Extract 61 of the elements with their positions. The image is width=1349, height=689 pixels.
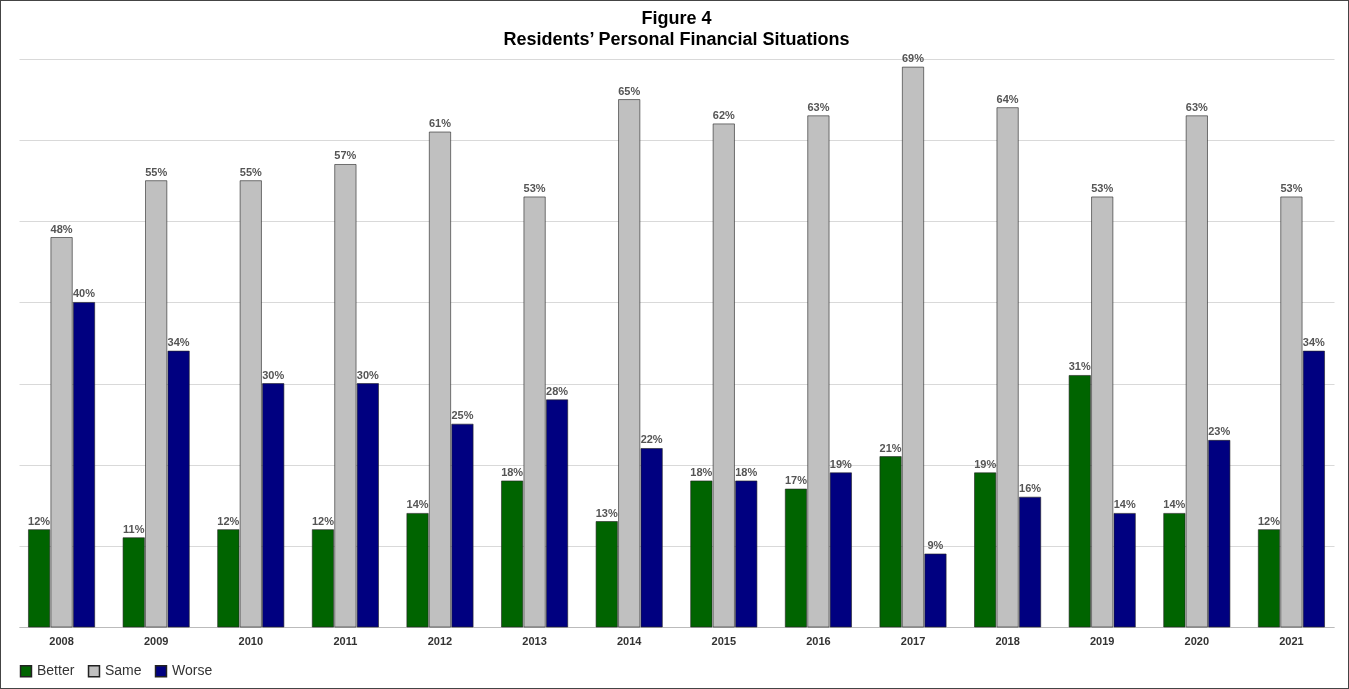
data-label: 19%: [829, 457, 853, 470]
x-tick-label: 2010: [238, 634, 264, 647]
data-label: 18%: [501, 465, 524, 478]
data-label: 48%: [50, 222, 73, 235]
data-label: 11%: [123, 522, 145, 535]
x-tick-label: 2016: [806, 634, 831, 647]
data-label: 53%: [523, 181, 546, 194]
data-label: 19%: [974, 457, 997, 470]
data-label: 22%: [640, 433, 663, 446]
data-label: 53%: [1280, 181, 1303, 194]
data-label: 13%: [595, 506, 618, 519]
data-label: 55%: [239, 165, 262, 178]
data-label: 31%: [1068, 360, 1091, 373]
data-label: 57%: [334, 149, 357, 162]
x-tick-label: 2008: [49, 634, 74, 647]
data-label: 55%: [145, 165, 168, 178]
chart-title: Figure 4: [641, 8, 712, 29]
x-tick-label: 2019: [1089, 634, 1115, 647]
data-label: 63%: [807, 100, 830, 113]
data-label: 18%: [735, 465, 758, 478]
data-label: 65%: [618, 84, 641, 97]
data-label: 53%: [1091, 181, 1114, 194]
x-tick-label: 2012: [427, 634, 453, 647]
data-label: 23%: [1208, 425, 1231, 438]
x-tick-label: 2020: [1184, 634, 1210, 647]
data-label: 25%: [451, 409, 474, 422]
x-tick-label: 2015: [711, 634, 737, 647]
x-tick-label: 2021: [1279, 634, 1304, 647]
data-label: 12%: [217, 514, 240, 527]
data-label: 34%: [1302, 336, 1326, 349]
data-label: 30%: [262, 368, 285, 381]
x-tick-label: 2014: [616, 634, 643, 647]
data-label: 16%: [1019, 482, 1042, 495]
chart-subtitle: Residents’ Personal Financial Situations: [503, 29, 850, 50]
legend-label: Worse: [172, 662, 213, 679]
data-label: 62%: [712, 108, 736, 121]
data-label: 14%: [406, 498, 429, 511]
x-tick-label: 2009: [143, 634, 169, 647]
data-label: 30%: [356, 368, 380, 381]
x-tick-label: 2013: [522, 634, 547, 647]
data-label: 18%: [690, 465, 713, 478]
data-label: 21%: [879, 441, 902, 454]
data-label: 63%: [1185, 100, 1209, 113]
data-label: 14%: [1113, 498, 1136, 511]
data-label: 40%: [73, 287, 96, 300]
data-label: 12%: [1257, 514, 1281, 527]
data-label: 12%: [311, 514, 335, 527]
data-label: 12%: [28, 514, 51, 527]
legend-label: Same: [105, 662, 142, 679]
x-tick-label: 2017: [900, 634, 926, 647]
data-label: 61%: [428, 117, 452, 130]
legend-label: Better: [37, 662, 75, 679]
x-tick-label: 2018: [995, 634, 1020, 647]
data-label: 17%: [784, 474, 808, 487]
data-label: 28%: [546, 384, 569, 397]
data-label: 69%: [902, 52, 925, 65]
x-tick-label: 2011: [333, 634, 358, 647]
data-label: 64%: [996, 92, 1019, 105]
data-label: 14%: [1163, 498, 1186, 511]
data-label: 9%: [927, 538, 944, 551]
data-label: 34%: [167, 336, 190, 349]
